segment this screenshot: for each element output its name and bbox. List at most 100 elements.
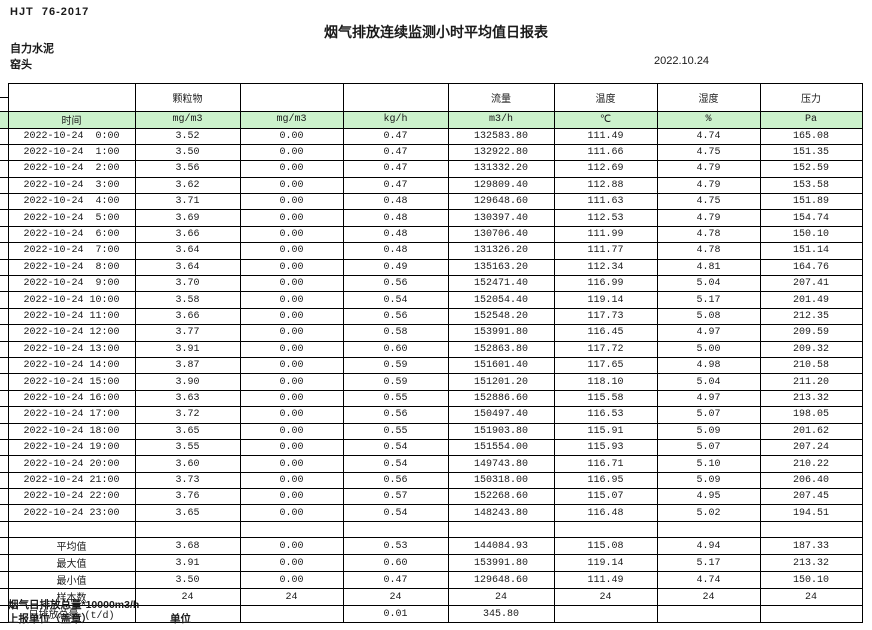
value-cell: 0.00: [239, 176, 344, 195]
time-cell: 2022-10-24 14:00: [7, 356, 136, 375]
value-cell: 111.66: [553, 143, 658, 162]
value-cell: 4.78: [656, 225, 761, 244]
value-cell: 111.99: [553, 225, 658, 244]
value-cell: 152471.40: [447, 275, 555, 293]
value-cell: 0.56: [342, 307, 449, 326]
value-cell: [656, 520, 761, 539]
value-cell: 153.58: [759, 176, 863, 195]
row-stub: [0, 455, 9, 473]
row-stub: [0, 504, 9, 522]
value-cell: 149743.80: [447, 455, 555, 473]
value-cell: 152054.40: [447, 291, 555, 309]
row-stub: [0, 488, 9, 506]
table-row: 2022-10-24 0:00 3.52 0.00 0.47 132583.80 111.…: [0, 127, 863, 145]
col-header-blank-1: [239, 83, 344, 112]
table-row: 2022-10-24 19:00 3.55 0.00 0.54 151554.00 115…: [0, 438, 863, 457]
value-cell: 5.17: [656, 554, 761, 573]
value-cell: 4.79: [656, 176, 761, 195]
unit-cell: mg/m3: [239, 110, 344, 129]
value-cell: 210.22: [759, 455, 863, 473]
summary-label-cell: 最大值: [7, 554, 136, 573]
unit-cell: mg/m3: [134, 110, 241, 129]
value-cell: 5.07: [656, 438, 761, 457]
value-cell: 0.47: [342, 160, 449, 178]
value-cell: 0.56: [342, 275, 449, 293]
time-cell: 2022-10-24 20:00: [7, 455, 136, 473]
time-cell: 2022-10-24 6:00: [7, 225, 136, 244]
value-cell: 3.64: [134, 258, 241, 277]
table-row: 2022-10-24 16:00 3.63 0.00 0.55 152886.60 115…: [0, 389, 863, 408]
value-cell: 3.65: [134, 504, 241, 522]
spacer-row: [0, 520, 863, 539]
time-cell: 2022-10-24 21:00: [7, 471, 136, 490]
row-stub: [0, 127, 9, 145]
table-row: 2022-10-24 3:00 3.62 0.00 0.47 129809.40 112.…: [0, 176, 863, 195]
value-cell: 0.00: [239, 455, 344, 473]
col-header-flow: 流量: [447, 83, 555, 112]
value-cell: [239, 520, 344, 539]
row-stub: [0, 110, 9, 129]
col-header-humidity: 湿度: [656, 83, 761, 112]
value-cell: 112.53: [553, 209, 658, 227]
value-cell: [553, 605, 658, 624]
value-cell: 3.60: [134, 455, 241, 473]
value-cell: 0.00: [239, 488, 344, 506]
value-cell: 5.00: [656, 340, 761, 358]
value-cell: 213.32: [759, 554, 863, 573]
value-cell: 5.09: [656, 422, 761, 440]
value-cell: 148243.80: [447, 504, 555, 522]
corner-cell: [7, 97, 136, 112]
time-cell: 2022-10-24 12:00: [7, 324, 136, 342]
value-cell: 198.05: [759, 406, 863, 424]
unit-cell: ℃: [553, 110, 658, 129]
value-cell: 211.20: [759, 373, 863, 391]
row-stub: [0, 209, 9, 227]
value-cell: 151.89: [759, 193, 863, 211]
value-cell: 3.72: [134, 406, 241, 424]
value-cell: 152.59: [759, 160, 863, 178]
unit-header-row: 时间 mg/m3 mg/m3 kg/h m3/h ℃ % Pa: [0, 110, 863, 129]
value-cell: 112.88: [553, 176, 658, 195]
row-stub: [0, 389, 9, 408]
value-cell: 3.87: [134, 356, 241, 375]
value-cell: 0.00: [239, 471, 344, 490]
value-cell: 154.74: [759, 209, 863, 227]
monitoring-point-name: 窑头: [10, 59, 32, 71]
value-cell: 153991.80: [447, 324, 555, 342]
value-cell: 0.00: [239, 554, 344, 573]
value-cell: 3.63: [134, 389, 241, 408]
value-cell: 0.00: [239, 225, 344, 244]
table-row: 2022-10-24 4:00 3.71 0.00 0.48 129648.60 111.…: [0, 193, 863, 211]
value-cell: 115.91: [553, 422, 658, 440]
value-cell: 115.08: [553, 537, 658, 556]
value-cell: 0.47: [342, 127, 449, 145]
time-cell: 2022-10-24 16:00: [7, 389, 136, 408]
value-cell: 194.51: [759, 504, 863, 522]
value-cell: 132922.80: [447, 143, 555, 162]
value-cell: 152886.60: [447, 389, 555, 408]
value-cell: 24: [553, 588, 658, 607]
value-cell: 212.35: [759, 307, 863, 326]
value-cell: [134, 520, 241, 539]
value-cell: 0.54: [342, 504, 449, 522]
value-cell: 0.00: [239, 275, 344, 293]
value-cell: 115.93: [553, 438, 658, 457]
table-row: 2022-10-24 18:00 3.65 0.00 0.55 151903.80 115…: [0, 422, 863, 440]
value-cell: 151554.00: [447, 438, 555, 457]
row-stub: [0, 193, 9, 211]
value-cell: 0.00: [239, 571, 344, 590]
summary-row: 日排放总量 (t/d) 0.01 345.80: [0, 605, 863, 624]
value-cell: 151.35: [759, 143, 863, 162]
value-cell: 213.32: [759, 389, 863, 408]
value-cell: 0.53: [342, 537, 449, 556]
group-header-row: 颗粒物 流量 温度 湿度 压力: [0, 83, 863, 112]
table-head: 颗粒物 流量 温度 湿度 压力 时间 mg/m3 mg/m3 kg/h m3/h…: [0, 83, 863, 129]
table-row: 2022-10-24 13:00 3.91 0.00 0.60 152863.80 117…: [0, 340, 863, 358]
value-cell: 24: [342, 588, 449, 607]
value-cell: 119.14: [553, 291, 658, 309]
time-cell: 2022-10-24 13:00: [7, 340, 136, 358]
value-cell: 24: [239, 588, 344, 607]
unit-cell: Pa: [759, 110, 863, 129]
value-cell: 0.54: [342, 291, 449, 309]
value-cell: 116.99: [553, 275, 658, 293]
